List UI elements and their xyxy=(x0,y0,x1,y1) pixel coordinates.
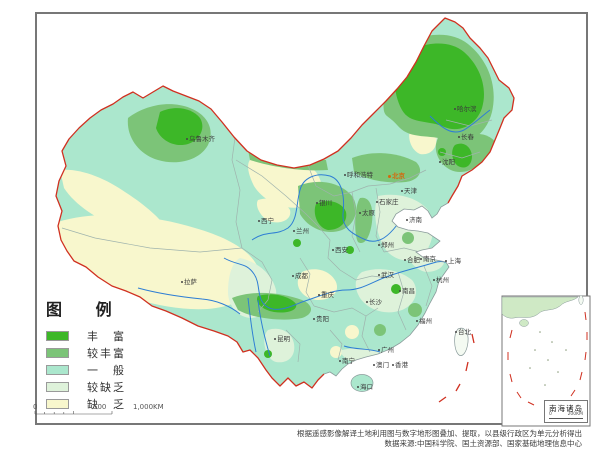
scalebar-line xyxy=(34,411,113,415)
legend-item-label: 一 般 xyxy=(87,363,126,377)
national-border xyxy=(55,17,515,389)
legend-color-chip xyxy=(46,330,69,341)
sea-boundary-dashes xyxy=(438,333,475,403)
legend-item-label: 丰 富 xyxy=(87,329,126,343)
province-borders xyxy=(61,95,493,363)
legend-title: 图 例 xyxy=(46,300,126,319)
legend-item: 较缺乏 xyxy=(46,378,166,395)
scale-tick-0: 0 xyxy=(33,403,38,411)
attribution-line-1: 根据遥感影像解译土地利用图与数字地形图叠加、提取，以县级行政区为单元分析得出 xyxy=(297,429,582,438)
scale-tick-500: 500 xyxy=(93,403,107,411)
coastline xyxy=(323,202,450,377)
legend-item: 一 般 xyxy=(46,361,166,378)
legend-item-label: 较缺乏 xyxy=(87,380,126,394)
legend-item: 丰 富 xyxy=(46,327,166,344)
legend: 图 例 丰 富较丰富一 般较缺乏缺 乏 xyxy=(46,296,166,412)
legend-item-label: 较丰富 xyxy=(87,346,126,360)
legend-item-label: 缺 乏 xyxy=(87,397,126,411)
inset-islet-dots xyxy=(529,331,567,386)
rivers xyxy=(137,109,491,357)
legend-color-chip xyxy=(46,381,69,392)
inset-taiwan xyxy=(578,295,584,305)
inset-scale-right: 200KM xyxy=(567,412,583,417)
legend-item: 较丰富 xyxy=(46,344,166,361)
taiwan-island xyxy=(454,327,469,356)
attribution-line-2: 数据来源:中国科学院、国土资源部、国家基础地理信息中心 xyxy=(384,439,582,449)
inset-scale-left: 0 xyxy=(549,412,552,417)
legend-color-chip xyxy=(46,364,69,375)
scale-tick-1000: 1,000KM xyxy=(133,403,164,411)
legend-color-chip xyxy=(46,398,69,409)
inset-scale-bar: 0 200KM xyxy=(549,412,583,422)
inset-coast xyxy=(501,296,579,319)
scale-bar: 0 500 1,000KM xyxy=(33,403,164,419)
legend-item: 缺 乏 xyxy=(46,395,166,412)
attribution: 根据遥感影像解译土地利用图与数字地形图叠加、提取，以县级行政区为单元分析得出 数… xyxy=(297,429,582,449)
inset-hainan xyxy=(519,319,529,327)
legend-color-chip xyxy=(46,347,69,358)
inset-title-box: 南海诸岛 0 200KM xyxy=(544,400,588,423)
hainan-island xyxy=(350,374,374,392)
inset-dash-line xyxy=(507,311,588,406)
legend-items: 丰 富较丰富一 般较缺乏缺 乏 xyxy=(46,327,166,412)
inset-title: 南海诸岛 xyxy=(549,404,583,413)
